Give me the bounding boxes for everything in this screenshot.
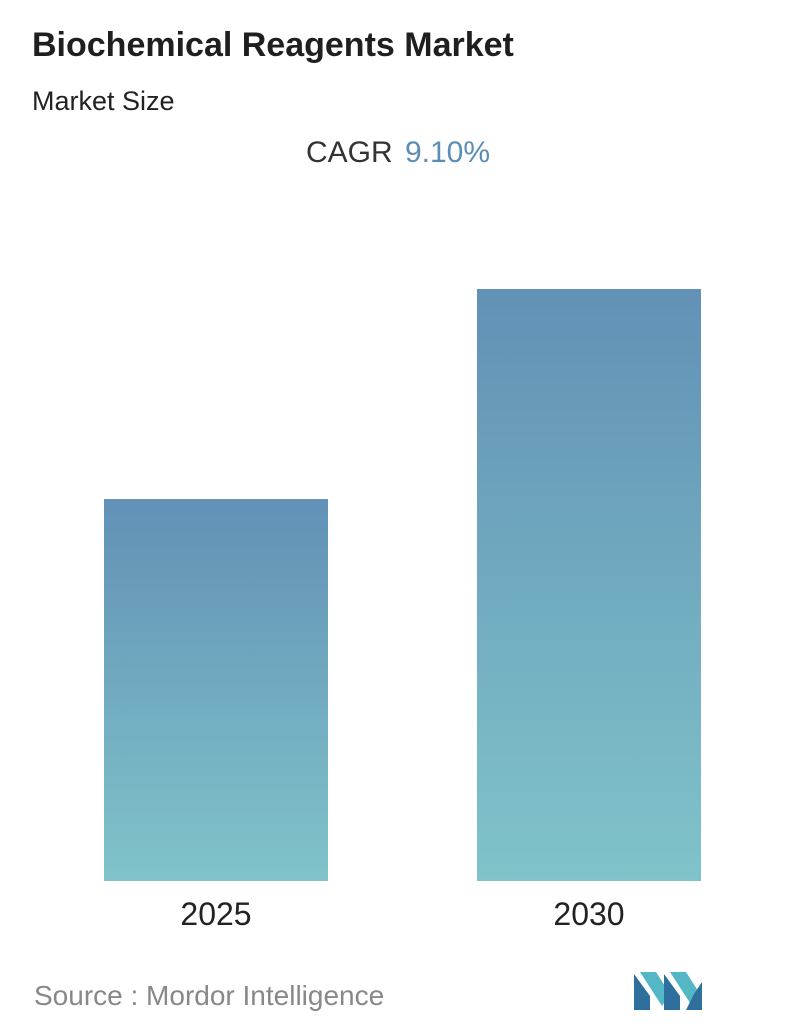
x-tick-label-2025: 2025 — [180, 896, 251, 932]
chart-subtitle: Market Size — [32, 86, 175, 116]
x-tick-label-2030: 2030 — [553, 896, 624, 932]
bar-2025 — [104, 499, 328, 881]
cagr-line: CAGR 9.10% — [0, 136, 796, 170]
source-attribution: Source : Mordor Intelligence — [34, 980, 385, 1011]
mordor-intelligence-logo-icon — [634, 972, 702, 1010]
cagr-value: 9.10% — [404, 136, 491, 169]
cagr-label: CAGR — [305, 136, 393, 169]
bar-2030 — [477, 289, 701, 881]
chart-title: Biochemical Reagents Market — [32, 26, 514, 64]
